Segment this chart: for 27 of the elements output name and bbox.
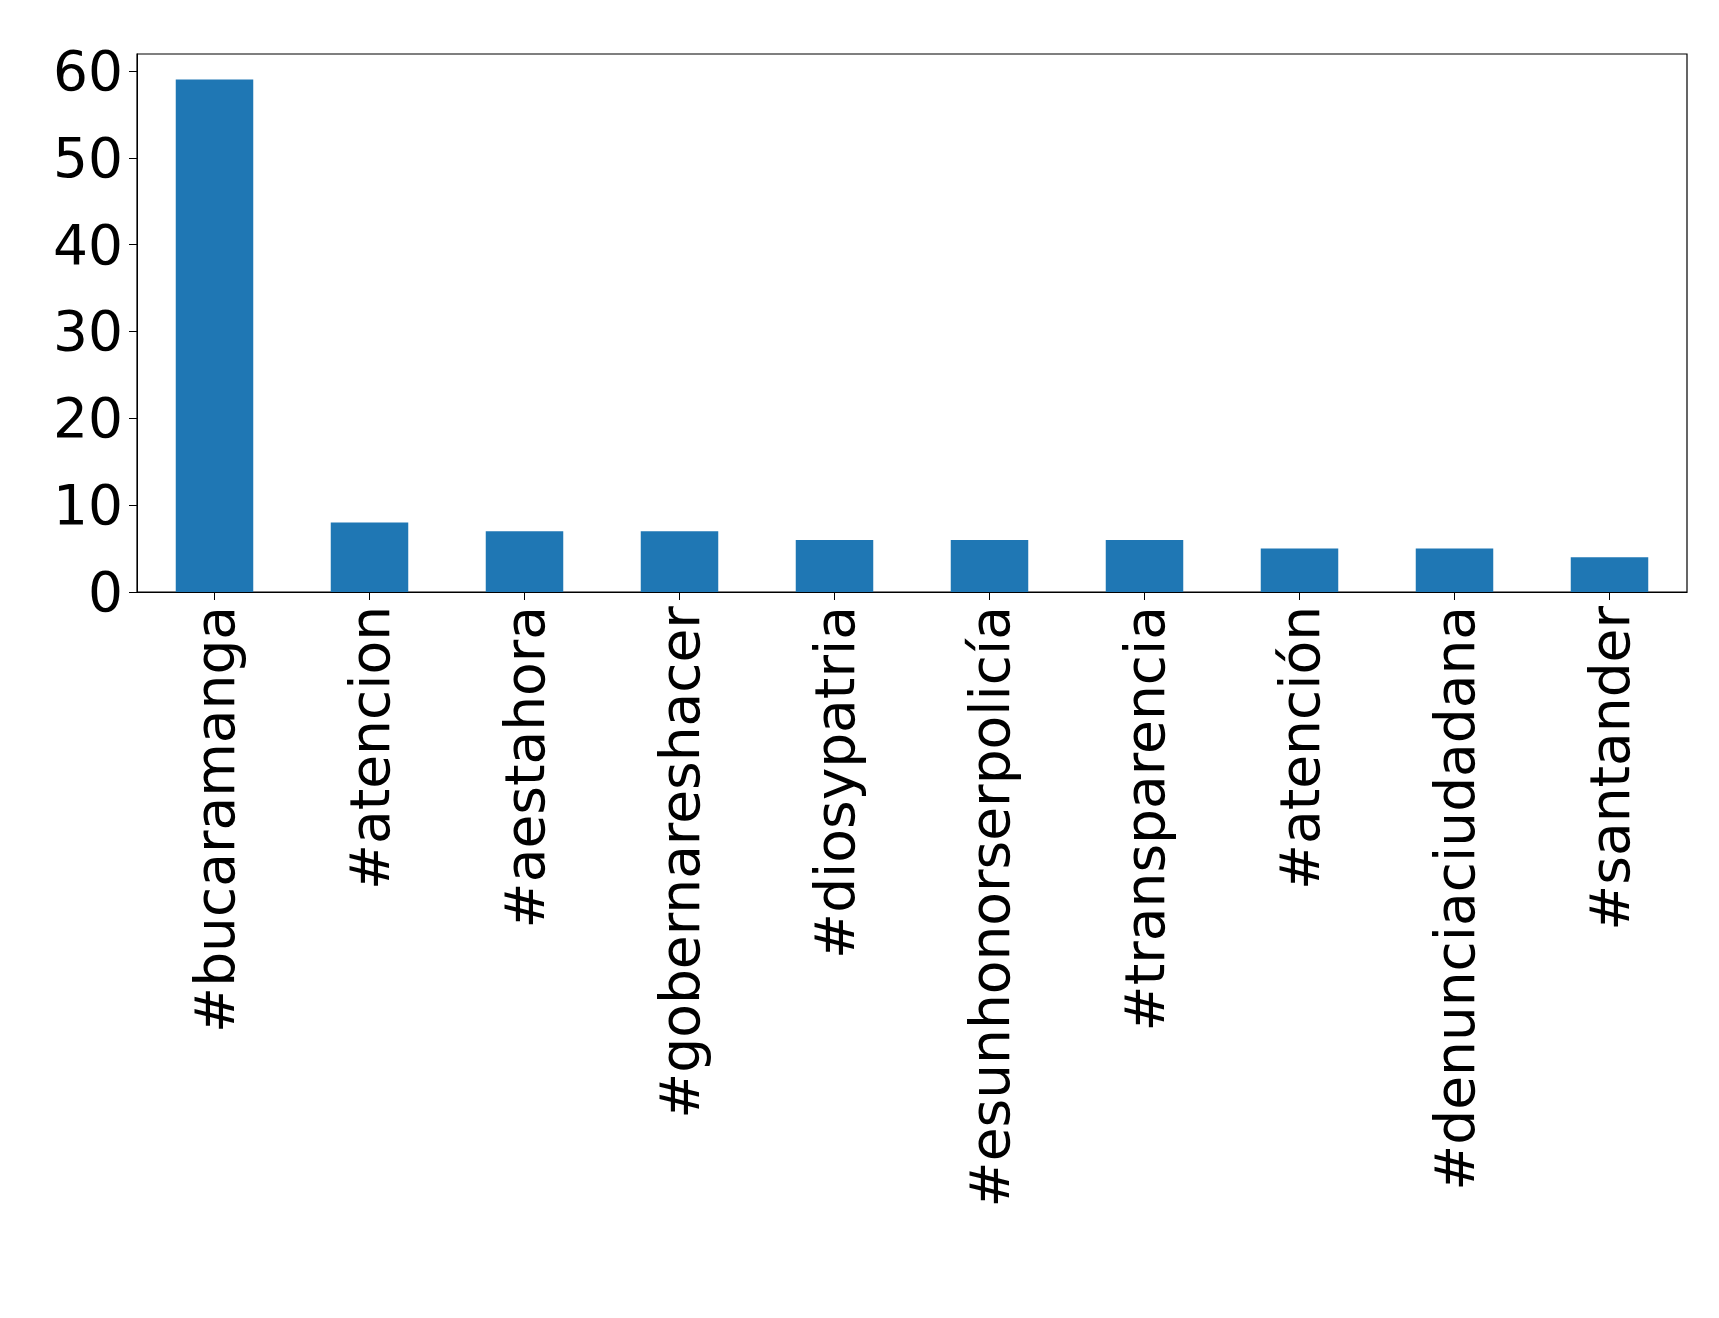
bar	[795, 539, 874, 592]
x-tick-label: #aestahora	[492, 606, 557, 929]
x-tick-label: #atención	[1267, 606, 1332, 891]
y-tick-label: 30	[53, 299, 123, 364]
x-tick-label: #denunciaciudadana	[1422, 606, 1487, 1191]
bar	[1570, 557, 1649, 592]
bar	[950, 539, 1029, 592]
bar	[1260, 548, 1339, 592]
bar	[330, 522, 409, 592]
x-tick-label: #atencion	[337, 606, 402, 891]
x-tick-label: #esunhonorserpolicía	[957, 606, 1022, 1208]
bar	[485, 531, 564, 592]
y-tick-label: 0	[88, 560, 123, 624]
y-tick-label: 50	[53, 125, 123, 190]
bar	[175, 79, 254, 592]
y-tick-label: 60	[53, 38, 123, 103]
y-tick-label: 10	[53, 473, 123, 538]
x-tick-label: #santander	[1577, 605, 1642, 931]
y-tick-label: 40	[53, 212, 123, 277]
bar	[1415, 548, 1494, 592]
x-tick-label: #transparencia	[1112, 606, 1177, 1032]
x-tick-label: #diosypatria	[802, 606, 867, 959]
x-tick-label: #gobernareshacer	[647, 605, 712, 1119]
x-tick-label: #bucaramanga	[182, 606, 247, 1033]
y-tick-label: 20	[53, 386, 123, 451]
bar	[1105, 539, 1184, 592]
bar	[640, 531, 719, 592]
